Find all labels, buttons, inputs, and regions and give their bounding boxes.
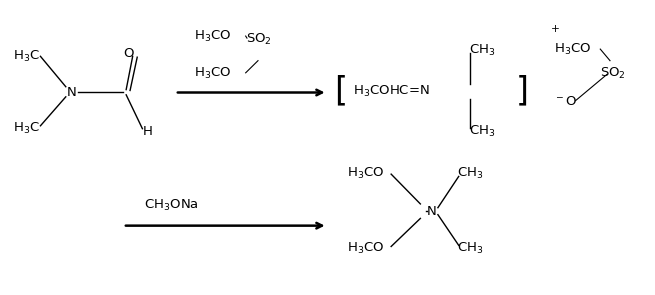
Text: H$_3$CO: H$_3$CO: [347, 166, 384, 181]
Text: CH$_3$: CH$_3$: [469, 124, 496, 139]
Text: CH$_3$: CH$_3$: [457, 241, 484, 256]
Text: N: N: [66, 86, 76, 99]
Text: SO$_2$: SO$_2$: [246, 31, 272, 47]
Text: SO$_2$: SO$_2$: [600, 66, 626, 81]
Text: CH$_3$: CH$_3$: [457, 166, 484, 181]
Text: H$_3$C: H$_3$C: [12, 49, 39, 64]
Text: H$_3$COHC=N: H$_3$COHC=N: [354, 83, 430, 99]
Text: H$_3$CO: H$_3$CO: [347, 241, 384, 256]
Text: $^+$: $^+$: [548, 24, 560, 39]
Text: H$_3$CO: H$_3$CO: [553, 42, 591, 57]
Text: CH$_3$: CH$_3$: [469, 43, 496, 58]
Text: CH$_3$ONa: CH$_3$ONa: [144, 198, 199, 213]
Text: O: O: [123, 47, 134, 60]
Text: $^-$O: $^-$O: [553, 95, 577, 108]
Text: N: N: [427, 205, 437, 218]
Text: [: [: [334, 75, 347, 108]
Text: H$_3$CO: H$_3$CO: [195, 66, 232, 81]
Text: H$_3$C: H$_3$C: [12, 121, 39, 136]
Text: H: H: [142, 125, 152, 138]
Text: H$_3$CO: H$_3$CO: [195, 29, 232, 44]
Text: ]: ]: [516, 75, 529, 108]
